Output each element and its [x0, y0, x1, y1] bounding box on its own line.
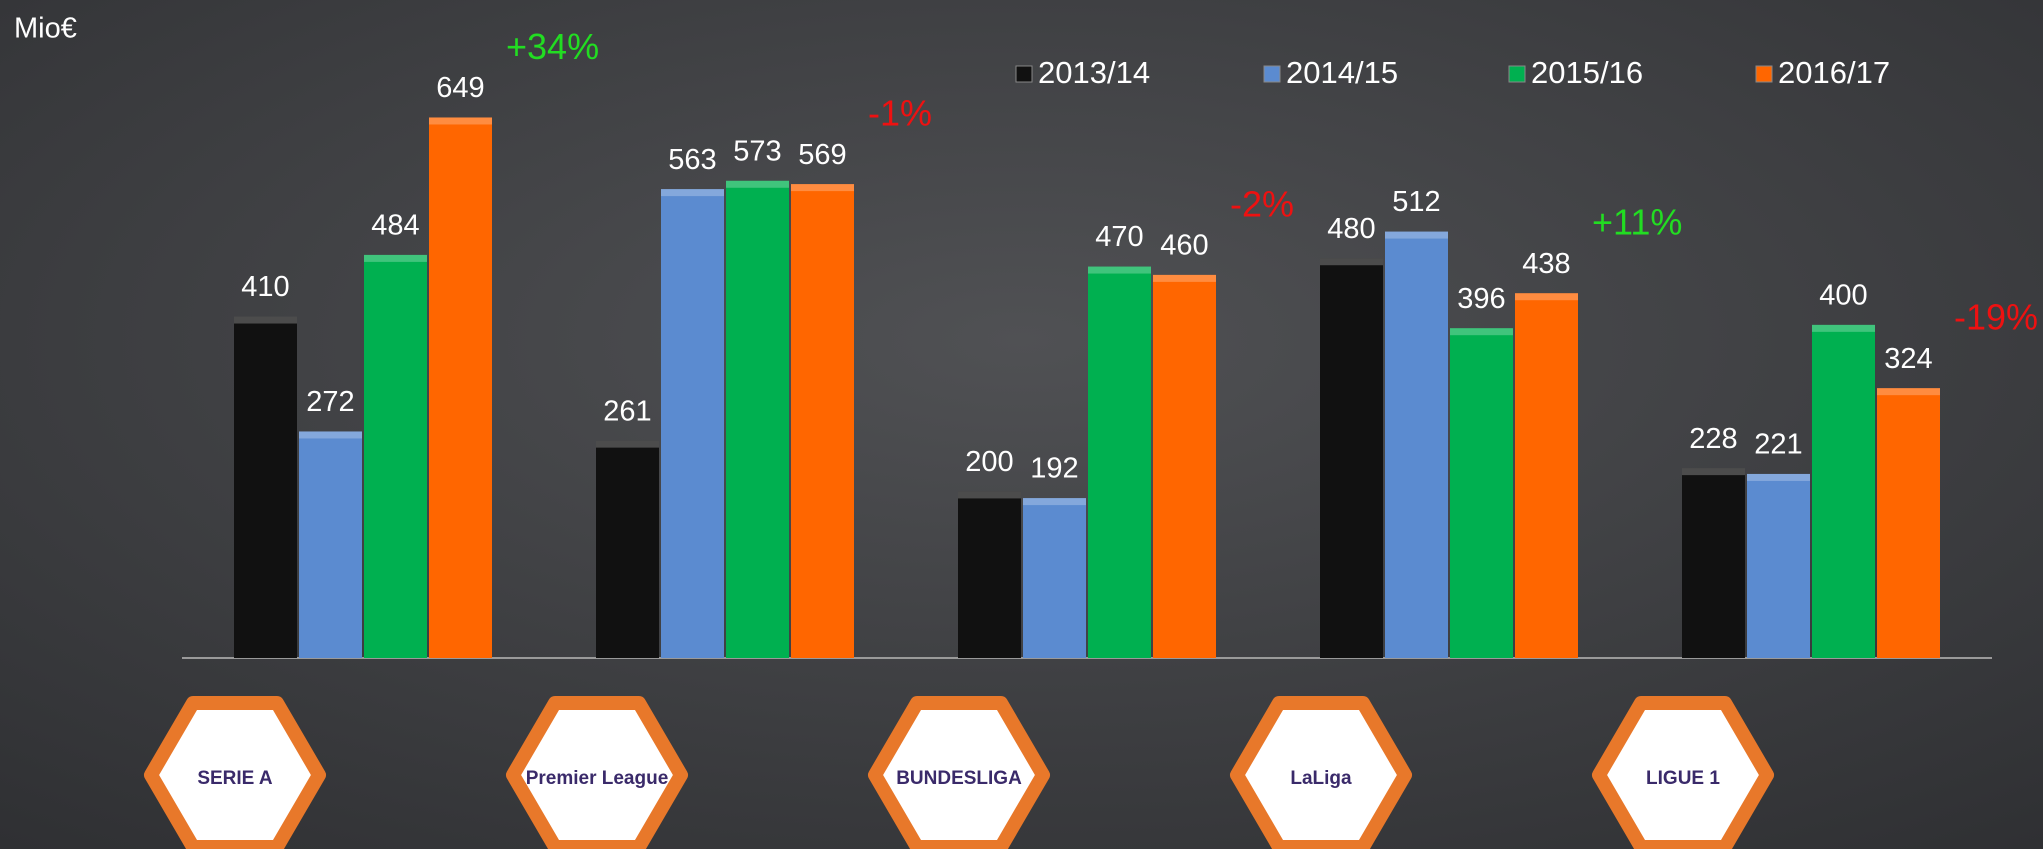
value-label: 438: [1522, 248, 1570, 280]
annotation: -1%: [868, 93, 932, 134]
bar-bevel: [1385, 231, 1448, 239]
legend-label: 2014/15: [1286, 55, 1398, 90]
bar: [1515, 293, 1578, 658]
value-label: 324: [1884, 343, 1932, 375]
x-tick-label: LIGUE 1: [1646, 768, 1720, 789]
annotation: +34%: [506, 26, 599, 67]
bar-bevel: [299, 431, 362, 439]
x-tick-label: LaLiga: [1290, 768, 1352, 789]
value-label: 460: [1160, 230, 1208, 262]
logo-badge: [1592, 696, 1774, 849]
value-label: 470: [1095, 221, 1143, 253]
value-label: 272: [306, 386, 354, 418]
legend-label: 2013/14: [1038, 55, 1150, 90]
annotation: -2%: [1230, 183, 1294, 224]
bar-bevel: [1747, 473, 1810, 481]
value-label: 192: [1030, 453, 1078, 485]
value-label: 396: [1457, 283, 1505, 315]
bar: [299, 431, 362, 658]
bar: [1320, 258, 1383, 658]
logo-badge: [506, 696, 688, 849]
x-tick-label: SERIE A: [197, 768, 273, 789]
x-tick-label: BUNDESLIGA: [896, 768, 1022, 789]
bar: [1088, 266, 1151, 658]
bar-bevel: [1450, 328, 1513, 336]
bar: [958, 491, 1021, 658]
value-label: 410: [241, 271, 289, 303]
bar-bevel: [1088, 266, 1151, 274]
bar: [726, 180, 789, 658]
x-tick-label: Premier League: [526, 768, 669, 789]
value-label: 569: [798, 139, 846, 171]
value-label: 261: [603, 395, 651, 427]
value-label: 221: [1754, 429, 1802, 461]
bar: [1812, 324, 1875, 658]
bar: [1877, 388, 1940, 658]
value-label: 573: [733, 135, 781, 167]
legend-label: 2016/17: [1778, 55, 1890, 90]
bar-bevel: [364, 254, 427, 262]
bar: [661, 189, 724, 658]
bar: [596, 440, 659, 658]
y-axis-label: Mio€: [14, 13, 77, 45]
value-label: 200: [965, 446, 1013, 478]
bar-bevel: [1153, 274, 1216, 282]
value-label: 563: [668, 144, 716, 176]
logo-badge: [868, 696, 1050, 849]
value-label: 484: [371, 210, 419, 242]
bar-bevel: [1682, 468, 1745, 476]
bar: [791, 184, 854, 658]
value-label: 649: [436, 72, 484, 104]
bar-bevel: [596, 440, 659, 448]
bar: [234, 316, 297, 658]
bar-bevel: [1320, 258, 1383, 266]
legend-swatch: [1015, 65, 1033, 83]
bar-bevel: [791, 184, 854, 192]
bar: [1682, 468, 1745, 658]
bar-bevel: [661, 189, 724, 197]
bar: [364, 254, 427, 658]
legend-swatch: [1263, 65, 1281, 83]
annotation: +11%: [1592, 202, 1682, 243]
bar: [1450, 328, 1513, 658]
bar: [429, 117, 492, 659]
legend-label: 2015/16: [1531, 55, 1643, 90]
value-label: 480: [1327, 213, 1375, 245]
legend-swatch: [1508, 65, 1526, 83]
bar-bevel: [1515, 293, 1578, 301]
bar-bevel: [958, 491, 1021, 499]
annotation: -19%: [1954, 297, 2038, 338]
logo-badge: [1230, 696, 1412, 849]
logo-badge: [144, 696, 326, 849]
legend-swatch: [1755, 65, 1773, 83]
bar-bevel: [429, 117, 492, 125]
value-label: 228: [1689, 423, 1737, 455]
bar: [1747, 473, 1810, 658]
bar-bevel: [1812, 324, 1875, 332]
bar: [1023, 498, 1086, 658]
bar-bevel: [726, 180, 789, 188]
bar: [1385, 231, 1448, 658]
bar-bevel: [234, 316, 297, 324]
bar-bevel: [1023, 498, 1086, 506]
bar-bevel: [1877, 388, 1940, 396]
value-label: 400: [1819, 280, 1867, 312]
bar: [1153, 274, 1216, 658]
value-label: 512: [1392, 186, 1440, 218]
